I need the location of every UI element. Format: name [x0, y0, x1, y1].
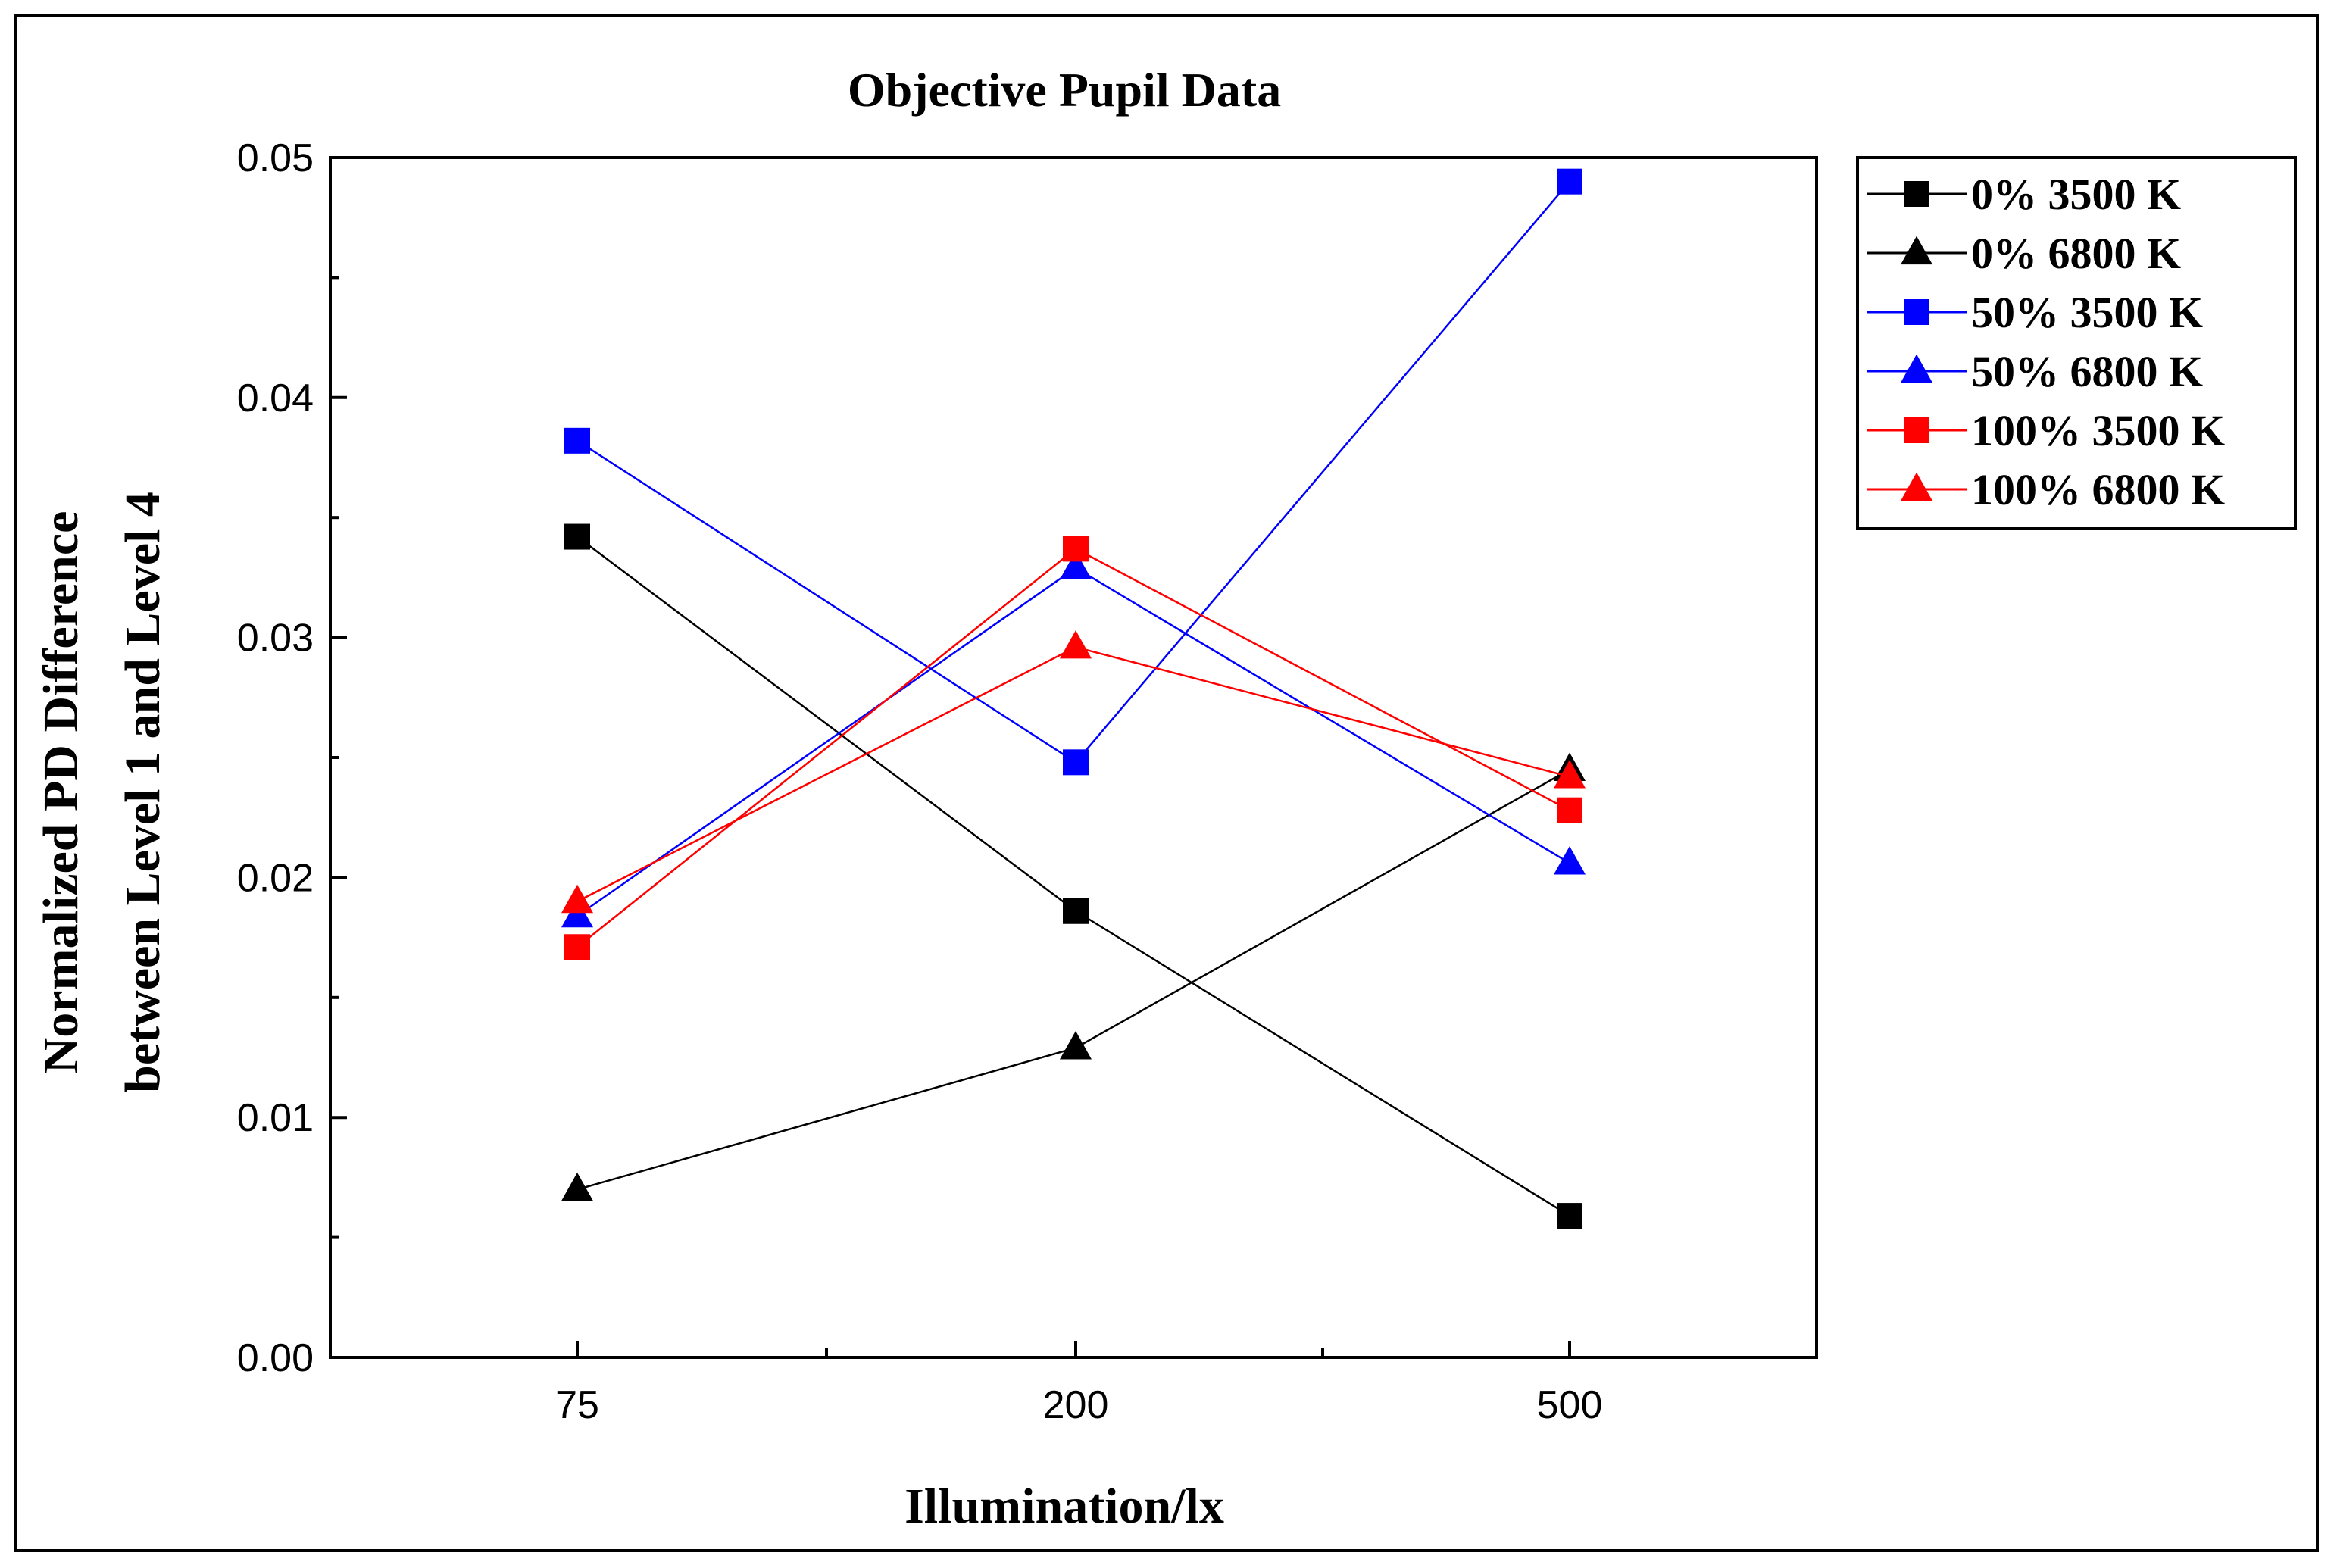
data-point-100pct-3500-k [564, 934, 590, 960]
series-line-0pct-6800-k [576, 768, 1570, 1191]
y-axis-label-line2: between Level 1 and Level 4 [115, 492, 170, 1093]
series-line-100pct-3500-k [576, 547, 1570, 948]
data-point-50pct-6800-k [1554, 846, 1586, 875]
legend-marker-0pct-3500-k [1904, 181, 1929, 207]
data-point-0pct-3500-k [1063, 898, 1089, 924]
y-axis-label-line1: Normalized PD Difference [33, 511, 89, 1074]
legend-marker-100pct-3500-k [1904, 417, 1929, 443]
y-tick-label: 0.02 [237, 856, 314, 900]
legend-label-100pct-6800-k: 100% 6800 K [1971, 465, 2225, 514]
data-point-0pct-6800-k [561, 1172, 593, 1201]
legend-marker-50pct-3500-k [1904, 299, 1929, 325]
x-tick-label: 75 [555, 1383, 599, 1427]
data-point-100pct-3500-k [1063, 536, 1089, 562]
series-line-50pct-6800-k [576, 567, 1570, 917]
legend-label-0pct-3500-k: 0% 3500 K [1971, 170, 2181, 219]
legend-marker-50pct-6800-k [1901, 354, 1932, 383]
plot-area: 0.00 0.01 0.02 0.03 0.04 0.05 75 200 500 [237, 136, 1818, 1427]
data-point-50pct-3500-k [564, 427, 590, 454]
legend-label-100pct-3500-k: 100% 3500 K [1971, 406, 2225, 455]
data-point-50pct-3500-k [1557, 168, 1582, 195]
y-tick-label: 0.00 [237, 1336, 314, 1380]
legend: 0% 3500 K 0% 6800 K 50% 3500 K 50% 6800 K 10… [1856, 156, 2297, 530]
data-point-50pct-6800-k [1060, 551, 1092, 579]
data-point-100pct-3500-k [1557, 797, 1582, 823]
y-tick-label: 0.03 [237, 617, 314, 661]
legend-box [1856, 156, 2297, 530]
legend-label-0pct-6800-k: 0% 6800 K [1971, 229, 2181, 278]
data-point-100pct-6800-k [561, 884, 593, 914]
data-point-50pct-3500-k [1063, 749, 1089, 776]
legend-marker-0pct-6800-k [1901, 236, 1932, 265]
y-tick-label: 0.04 [237, 376, 314, 420]
y-tick-label: 0.01 [237, 1096, 314, 1140]
x-tick-label: 200 [1043, 1383, 1109, 1427]
x-axis-label: Illumination/lx [904, 1479, 1224, 1534]
legend-label-50pct-3500-k: 50% 3500 K [1971, 288, 2203, 337]
chart-title: Objective Pupil Data [848, 63, 1281, 117]
y-tick-label: 0.05 [237, 136, 314, 180]
series-line-50pct-3500-k [576, 180, 1570, 764]
legend-marker-100pct-6800-k [1901, 472, 1932, 501]
data-point-0pct-3500-k [564, 523, 590, 550]
x-tick-label: 500 [1537, 1383, 1603, 1427]
data-point-100pct-6800-k [1060, 629, 1092, 659]
data-point-50pct-6800-k [561, 898, 593, 928]
data-point-100pct-6800-k [1554, 760, 1586, 789]
data-point-0pct-6800-k [1060, 1031, 1092, 1060]
legend-label-50pct-6800-k: 50% 6800 K [1971, 347, 2203, 396]
data-point-0pct-3500-k [1557, 1203, 1582, 1229]
